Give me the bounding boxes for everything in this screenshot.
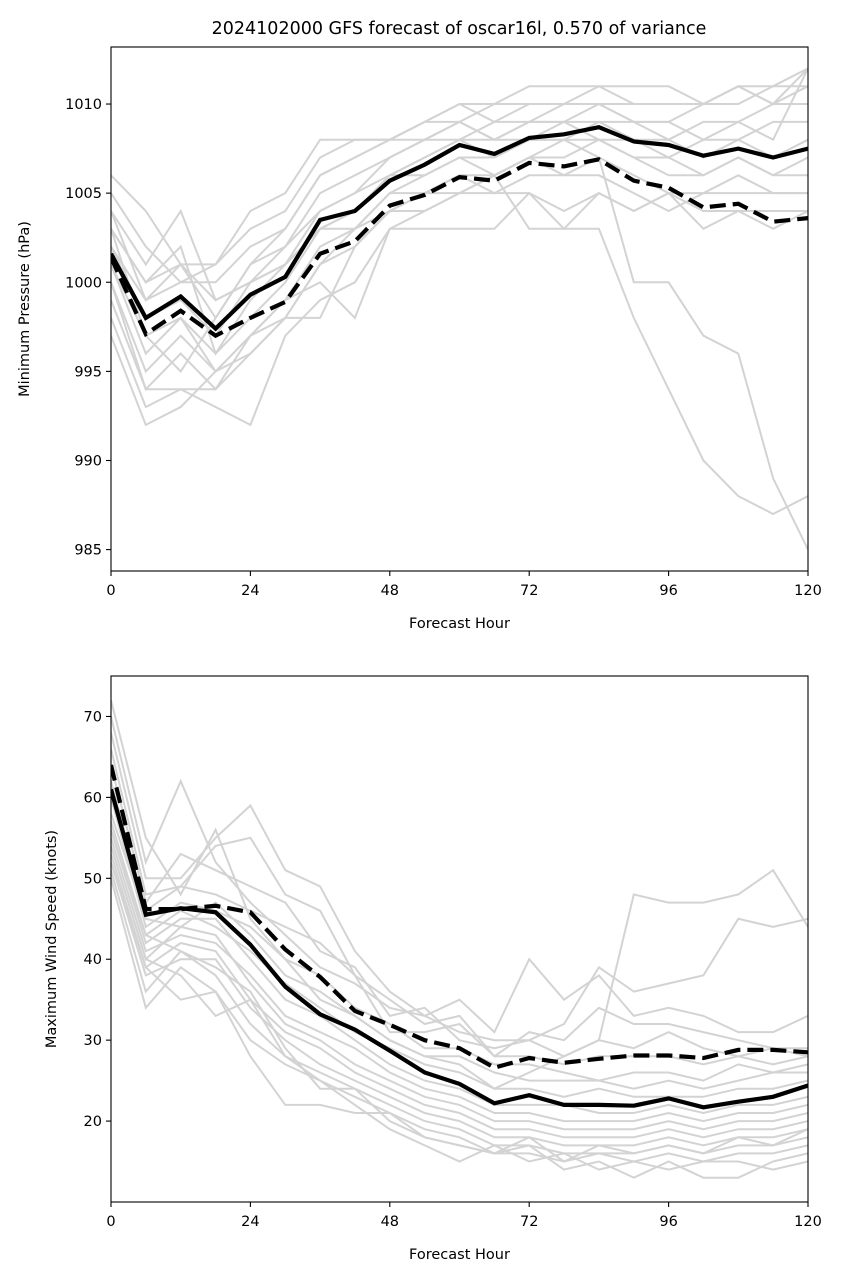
pressure-plot-frame	[110, 46, 809, 572]
pressure-member-line-14	[111, 85, 808, 373]
wind-member-line-12	[111, 853, 808, 1139]
wind-member-line-15	[111, 878, 808, 1163]
wind-x-tick-label: 0	[106, 1214, 115, 1230]
pressure-y-axis-label: Minimum Pressure (hPa)	[17, 221, 33, 397]
pressure-x-tick-label: 96	[659, 583, 677, 599]
pressure-member-line-11	[111, 191, 808, 427]
pressure-y-tick-label: 1010	[65, 97, 102, 113]
wind-mean-line	[111, 788, 808, 1110]
wind-member-line-17	[111, 845, 808, 1171]
wind-x-tick-label: 120	[794, 1214, 822, 1230]
pressure-x-ticks: 0 24 48 72 96 120	[106, 571, 822, 599]
wind-y-axis-label: Maximum Wind Speed (knots)	[44, 830, 60, 1048]
wind-member-line-11	[111, 845, 808, 1131]
wind-member-line-9	[111, 829, 808, 1115]
wind-y-tick-label: 20	[84, 1114, 102, 1130]
pressure-member-line-15	[111, 67, 808, 302]
pressure-x-tick-label: 72	[520, 583, 538, 599]
wind-plot-frame	[110, 675, 809, 1203]
wind-mean-series	[111, 764, 808, 1110]
wind-x-tick-label: 24	[241, 1214, 259, 1230]
chart-title: 2024102000 GFS forecast of oscar16l, 0.5…	[212, 19, 707, 39]
wind-y-tick-label: 40	[84, 952, 102, 968]
pressure-panel: 0 24 48 72 96 120 985 990 995 1000 1005 1010 Forec…	[17, 46, 822, 632]
wind-y-tick-label: 60	[84, 790, 102, 806]
wind-member-line-10	[111, 837, 808, 1123]
pressure-member-line-7	[111, 138, 808, 356]
wind-member-line-2	[111, 732, 808, 1034]
wind-weighted-mean-line	[111, 764, 808, 1070]
wind-member-line-4	[111, 764, 808, 1058]
pressure-y-tick-label: 1000	[65, 275, 102, 291]
wind-x-tick-label: 96	[659, 1214, 677, 1230]
pressure-mean-series	[111, 125, 808, 339]
wind-member-line-3	[111, 748, 808, 1058]
pressure-y-tick-label: 990	[74, 453, 102, 469]
wind-member-line-0	[111, 700, 808, 1090]
wind-ensemble-members	[111, 700, 808, 1179]
wind-x-axis-label: Forecast Hour	[409, 1247, 510, 1263]
wind-x-tick-label: 72	[520, 1214, 538, 1230]
wind-y-tick-label: 30	[84, 1033, 102, 1049]
pressure-x-tick-label: 0	[106, 583, 115, 599]
wind-y-tick-label: 70	[84, 709, 102, 725]
pressure-mean-line	[111, 125, 808, 332]
wind-member-line-5	[111, 780, 808, 1066]
pressure-member-line-13	[111, 138, 808, 551]
wind-member-line-7	[111, 813, 808, 1090]
pressure-y-ticks: 985 990 995 1000 1005 1010	[65, 97, 111, 559]
pressure-x-tick-label: 24	[241, 583, 259, 599]
pressure-x-tick-label: 120	[794, 583, 822, 599]
pressure-weighted-mean-line	[111, 157, 808, 339]
wind-y-tick-label: 50	[84, 871, 102, 887]
pressure-x-tick-label: 48	[381, 583, 399, 599]
wind-member-line-8	[111, 821, 808, 1098]
wind-y-ticks: 20 30 40 50 60 70	[84, 709, 111, 1130]
pressure-y-tick-label: 1005	[65, 186, 102, 202]
pressure-y-tick-label: 995	[74, 364, 102, 380]
wind-x-ticks: 0 24 48 72 96 120	[106, 1202, 822, 1230]
wind-member-line-18	[111, 829, 808, 1163]
wind-x-tick-label: 48	[381, 1214, 399, 1230]
pressure-x-axis-label: Forecast Hour	[409, 616, 510, 632]
pressure-y-tick-label: 985	[74, 543, 102, 559]
